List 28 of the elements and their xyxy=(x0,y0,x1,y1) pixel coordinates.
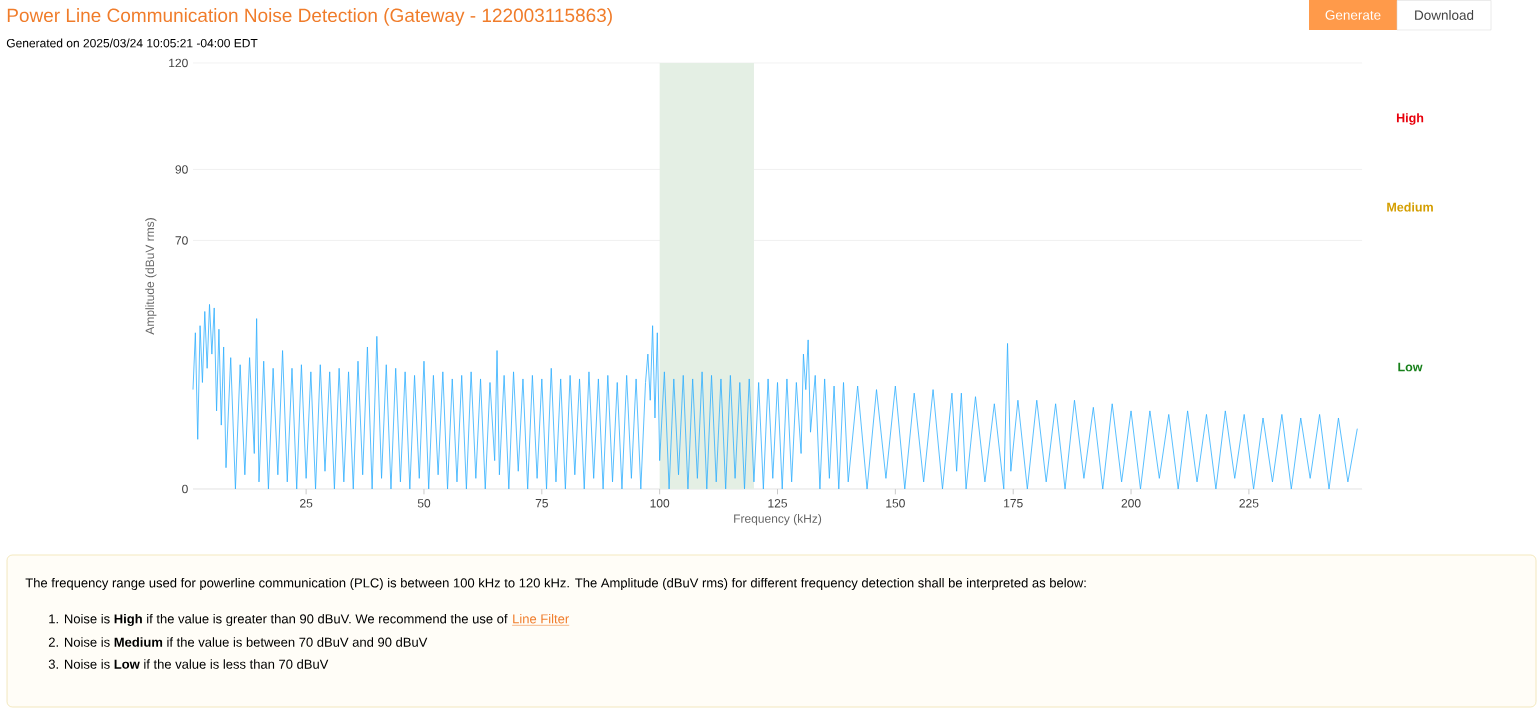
text: Line Filter xyxy=(513,613,569,624)
x-tick-label: 175 xyxy=(1004,499,1023,508)
line-series xyxy=(192,303,1358,490)
x-tick-label: 75 xyxy=(535,499,548,508)
chart-subtitle: Generated on 2025/03/24 10:05:21 -04:00 EDT xyxy=(6,38,258,48)
text: Download xyxy=(1415,10,1474,20)
text: 2. Noise is Medium if the value is between 70 dBuV and 90 dBuV xyxy=(48,637,428,647)
text: Medium xyxy=(1387,202,1433,212)
text: Low xyxy=(1398,362,1423,372)
text: 1. Noise is High if the value is greater than 90 dBuV. We recommend the use of xyxy=(49,613,508,627)
x-tick-label: 150 xyxy=(886,499,905,508)
x-tick-label: 25 xyxy=(300,499,313,508)
y-tick-label: 120 xyxy=(169,58,188,68)
y-tick-label: 0 xyxy=(182,484,188,494)
text: The frequency range used for powerline communication (PLC) is between 100 kHz to 120 kHz. The Amplitude (dBuV rms) for different frequency detection shall be interpreted as below: xyxy=(25,577,1086,591)
y-tick-label: 90 xyxy=(175,165,188,174)
text: Generate xyxy=(1325,10,1381,20)
x-tick-label: 125 xyxy=(768,499,788,508)
y-tick-label: 70 xyxy=(175,236,188,245)
x-tick-label: 200 xyxy=(1121,499,1141,508)
x-axis-title: Frequency (kHz) xyxy=(734,514,822,526)
x-tick-label: 100 xyxy=(650,499,670,508)
x-tick-label: 50 xyxy=(417,499,431,508)
x-tick-label: 225 xyxy=(1239,499,1259,508)
y-axis-title: Amplitude (dBuV rms) xyxy=(145,218,157,335)
text: High xyxy=(1396,113,1424,125)
chart-title: Power Line Communication Noise Detection (Gateway - 122003115863) xyxy=(7,8,612,26)
text: 3. Noise is Low if the value is less than 70 dBuV xyxy=(48,659,329,669)
